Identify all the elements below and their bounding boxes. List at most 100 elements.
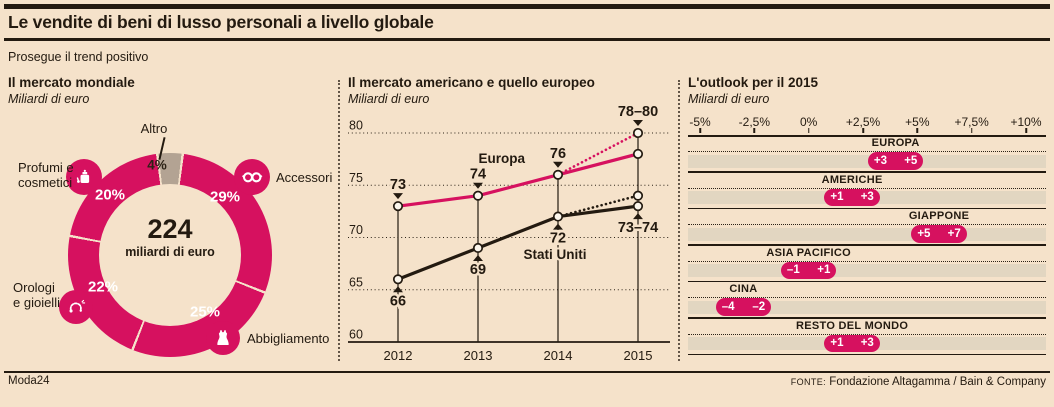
axis-line: [688, 134, 1046, 137]
range-min-value: +1: [830, 191, 844, 204]
range-pill: –4 –2: [715, 298, 772, 316]
y-tick-label: 80: [349, 119, 363, 133]
range-pill: –1 +1: [780, 261, 837, 279]
x-tick-label: 2015: [624, 348, 653, 363]
line-chart: 60 65 70 75 80 73 74 76 78–80 66 69 72 73–74 Europa St…: [348, 102, 670, 363]
range-max-value: +1: [817, 264, 831, 277]
x-tick-label: 2012: [384, 348, 413, 363]
range-max-value: –2: [752, 300, 766, 313]
region-label: CINA: [729, 283, 758, 295]
outlook-panel-title: L'outlook per il 2015: [688, 75, 818, 90]
x-tick-label: 2013: [464, 348, 493, 363]
x-tick-label: 2014: [544, 348, 573, 363]
outlook-scale: -5% -2,5% 0% +2,5% +5% +7,5% +10%: [688, 115, 1046, 139]
row-band: [688, 264, 1046, 277]
outlook-rows: EUROPA +3 +5 AMERICHE +1 +3 GIAPPONE +5 +7 ASIA P…: [688, 137, 1046, 356]
top-rule: [4, 4, 1050, 9]
row-solid-line: [688, 244, 1046, 246]
segment-label-abbigliamento: Abbigliamento: [247, 331, 330, 346]
axis-tick-label: +5%: [905, 115, 930, 129]
range-min-value: +3: [873, 154, 887, 167]
value-label: 78–80: [618, 104, 658, 120]
axis-tick-mark: [699, 128, 701, 133]
label-pointer: [393, 193, 403, 200]
axis-tick-label: -5%: [689, 115, 711, 129]
brand-label: Moda24: [8, 375, 50, 387]
source-credit: FONTE: Fondazione Altagamma / Bain & Com…: [791, 376, 1046, 388]
range-pill: +5 +7: [911, 225, 967, 243]
data-point: [552, 169, 564, 180]
region-label: ASIA PACIFICO: [766, 246, 851, 259]
panel-us-eu-market: Il mercato americano e quello europeo Mi…: [348, 75, 670, 370]
outlook-row-resto-del-mondo: RESTO DEL MONDO +1 +3: [688, 320, 1046, 357]
donut-percent-orologi-e-gioielli: 22%: [87, 278, 119, 296]
region-label: GIAPPONE: [908, 210, 970, 222]
world-panel-title: Il mercato mondiale: [8, 75, 135, 90]
donut-hole: [99, 184, 241, 326]
row-solid-line: [688, 280, 1046, 282]
label-pointer: [553, 223, 563, 230]
panel-outlook: L'outlook per il 2015 Miliardi di euro -…: [688, 75, 1046, 367]
row-band: [688, 154, 1046, 168]
range-max-value: +3: [860, 191, 874, 204]
panel-world-market: Il mercato mondiale Miliardi di euro 224…: [8, 75, 338, 367]
altro-callout-label: Altro: [140, 121, 168, 136]
axis-tick-label: -2,5%: [738, 115, 771, 129]
segment-label-profumi: Profumi e cosmetici: [18, 160, 74, 191]
outlook-panel-unit: Miliardi di euro: [688, 92, 770, 106]
row-solid-line: [688, 207, 1046, 209]
axis-tick-label: +10%: [1010, 115, 1042, 129]
value-label: 73: [390, 177, 406, 193]
range-pill: +1 +3: [824, 188, 880, 206]
range-min-value: +5: [917, 227, 931, 240]
axis-tick-mark: [807, 128, 810, 133]
series-label-stati-uniti: Stati Uniti: [524, 247, 587, 262]
label-pointer: [473, 254, 483, 261]
label-pointer: [393, 286, 403, 293]
page-title: Le vendite di beni di lusso personali a …: [8, 12, 434, 32]
row-band: [688, 227, 1046, 241]
footer-rule: [4, 371, 1050, 373]
outlook-row-americhe: AMERICHE +1 +3: [688, 174, 1046, 211]
source-text: Fondazione Altagamma / Bain & Company: [829, 376, 1046, 388]
axis-tick-mark: [1025, 128, 1027, 133]
outlook-row-europa: EUROPA +3 +5: [688, 137, 1046, 174]
panel-separator-right: [678, 80, 680, 361]
y-tick-label: 60: [349, 328, 363, 342]
series-line: [396, 152, 640, 208]
row-solid-line: [688, 317, 1046, 319]
value-label: 74: [470, 167, 486, 183]
source-label: FONTE:: [790, 377, 827, 387]
row-dotted-line: [688, 260, 1046, 262]
data-point: [632, 127, 644, 139]
forecast-dotted-line: [556, 194, 640, 218]
outlook-row-cina: CINA –4 –2: [688, 283, 1046, 320]
row-solid-line: [688, 353, 1046, 355]
series-line: [396, 204, 640, 281]
value-label: 69: [470, 262, 486, 278]
y-tick-label: 65: [349, 275, 363, 289]
range-max-value: +7: [947, 227, 961, 240]
range-pill: +1 +3: [824, 334, 880, 352]
value-label: 72: [550, 231, 566, 247]
row-dotted-line: [688, 151, 1046, 152]
row-solid-line: [688, 171, 1046, 173]
dress-icon: [206, 321, 240, 355]
data-point: [632, 190, 644, 201]
y-tick-label: 70: [349, 223, 363, 237]
data-point: [552, 211, 564, 222]
axis-tick-mark: [916, 128, 919, 133]
outlook-row-giappone: GIAPPONE +5 +7: [688, 210, 1046, 247]
data-point: [472, 190, 484, 201]
segment-label-accessori: Accessori: [276, 170, 333, 185]
range-max-value: +5: [904, 154, 918, 167]
range-min-value: –4: [721, 300, 735, 313]
value-label: 66: [390, 293, 406, 309]
value-label: 73–74: [618, 220, 658, 236]
donut-center: 224 miliardi di euro: [68, 215, 272, 260]
donut-percent-abbigliamento: 25%: [189, 303, 221, 321]
range-max-value: +3: [860, 337, 874, 350]
row-dotted-line: [688, 187, 1046, 189]
range-min-value: –1: [786, 264, 800, 277]
donut-percent-profumi-e-cosmetici: 20%: [94, 186, 126, 204]
